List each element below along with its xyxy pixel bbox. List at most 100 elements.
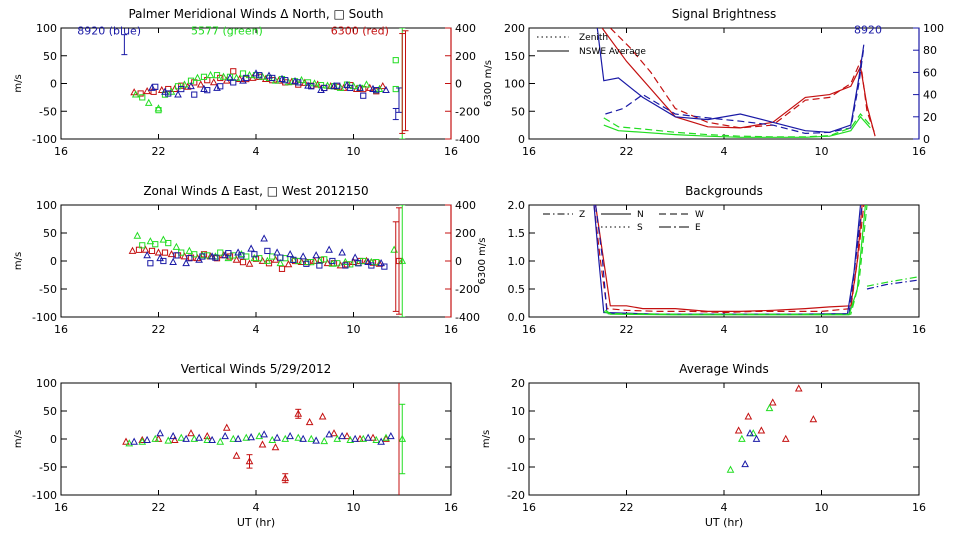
y2-tick-label: 200 xyxy=(455,50,476,63)
triangle-marker xyxy=(768,398,777,406)
triangle-marker xyxy=(297,257,306,266)
triangle-marker xyxy=(167,250,176,258)
triangle-marker xyxy=(258,440,267,448)
y-axis-label: m/s xyxy=(13,74,24,92)
triangle-marker xyxy=(757,426,766,434)
triangle-marker xyxy=(305,417,314,426)
square-marker xyxy=(269,253,276,260)
y-tick-label: 10 xyxy=(511,405,525,418)
y-tick-label: 1.0 xyxy=(508,255,526,268)
triangle-marker xyxy=(154,248,163,256)
triangle-marker xyxy=(198,251,207,259)
triangle-marker xyxy=(317,85,325,94)
x-tick-label: 10 xyxy=(347,145,361,158)
triangle-marker xyxy=(258,72,267,80)
triangle-marker xyxy=(359,434,368,442)
annotation-blue: 8920 (blue) xyxy=(77,25,141,38)
panel-title: Signal Brightness xyxy=(672,7,777,21)
triangle-marker xyxy=(315,256,324,264)
legend-label: NSWE Average xyxy=(579,47,646,57)
triangle-marker xyxy=(247,433,255,441)
triangle-marker xyxy=(377,258,385,267)
triangle-marker xyxy=(250,253,259,262)
y2-tick-label: -200 xyxy=(455,105,480,118)
square-marker xyxy=(212,254,219,261)
triangle-marker xyxy=(156,253,164,262)
triangle-marker xyxy=(351,253,359,261)
square-marker xyxy=(264,247,271,255)
square-marker xyxy=(147,260,154,267)
square-marker xyxy=(392,57,399,64)
triangle-marker xyxy=(226,73,234,81)
square-marker xyxy=(204,77,211,84)
y-tick-label: 100 xyxy=(504,78,525,91)
square-marker xyxy=(308,83,315,90)
x-tick-label: 22 xyxy=(620,145,634,158)
triangle-marker xyxy=(744,412,753,420)
triangle-marker xyxy=(141,245,150,253)
triangle-marker xyxy=(336,261,345,269)
triangle-marker xyxy=(167,87,176,95)
series-line-green xyxy=(866,276,919,287)
triangle-marker xyxy=(261,74,270,82)
triangle-marker xyxy=(375,259,384,267)
y-tick-label: -20 xyxy=(507,489,525,502)
y2-tick-label: -200 xyxy=(455,283,480,296)
square-marker xyxy=(373,259,380,266)
triangle-marker xyxy=(369,433,377,441)
triangle-marker xyxy=(351,434,359,442)
triangle-marker xyxy=(369,84,377,92)
square-marker xyxy=(165,239,172,247)
square-marker xyxy=(217,83,224,90)
square-marker xyxy=(392,85,399,93)
plot-area xyxy=(122,383,407,495)
series-line-green xyxy=(605,205,868,315)
triangle-marker xyxy=(216,437,225,445)
plot-frame xyxy=(528,382,920,496)
square-marker xyxy=(291,257,299,265)
triangle-marker xyxy=(234,434,242,442)
square-marker xyxy=(355,260,362,267)
x-tick-label: 16 xyxy=(444,145,458,158)
square-marker xyxy=(347,84,354,92)
series-line-red xyxy=(593,205,865,314)
annotation-red: 6300 (red) xyxy=(331,25,389,38)
square-marker xyxy=(178,85,185,93)
triangle-marker xyxy=(182,258,190,267)
square-marker xyxy=(342,262,349,269)
triangle-marker xyxy=(738,434,746,442)
triangle-marker xyxy=(330,429,338,437)
y-tick-label: 50 xyxy=(43,405,57,418)
triangle-marker xyxy=(734,426,743,434)
triangle-marker xyxy=(364,433,372,441)
triangle-marker xyxy=(159,235,168,243)
series-line-red xyxy=(601,28,876,137)
square-marker xyxy=(230,79,237,86)
y2-tick-label: 20 xyxy=(923,111,937,124)
x-tick-label: 10 xyxy=(815,323,829,336)
square-marker xyxy=(277,254,284,261)
triangle-marker xyxy=(294,433,303,441)
x-tick-label: 10 xyxy=(347,501,361,514)
y2-tick-label: 40 xyxy=(923,89,937,102)
triangle-marker xyxy=(273,248,281,256)
triangle-marker xyxy=(378,82,387,90)
triangle-marker xyxy=(177,433,186,441)
triangle-marker xyxy=(242,433,251,441)
y-tick-label: -50 xyxy=(39,105,57,118)
y2-tick-label: 0 xyxy=(923,133,930,146)
x-tick-label: 4 xyxy=(253,501,260,514)
y2-tick-label: 400 xyxy=(455,22,476,35)
y-tick-label: -50 xyxy=(39,461,57,474)
triangle-marker xyxy=(299,252,307,260)
triangle-marker xyxy=(143,435,151,444)
triangle-marker xyxy=(200,84,208,92)
plot-area xyxy=(121,28,409,139)
panel-title: Vertical Winds 5/29/2012 xyxy=(181,362,332,376)
panel-title: Average Winds xyxy=(679,362,769,376)
triangle-marker xyxy=(180,252,189,260)
triangle-marker xyxy=(252,69,260,77)
